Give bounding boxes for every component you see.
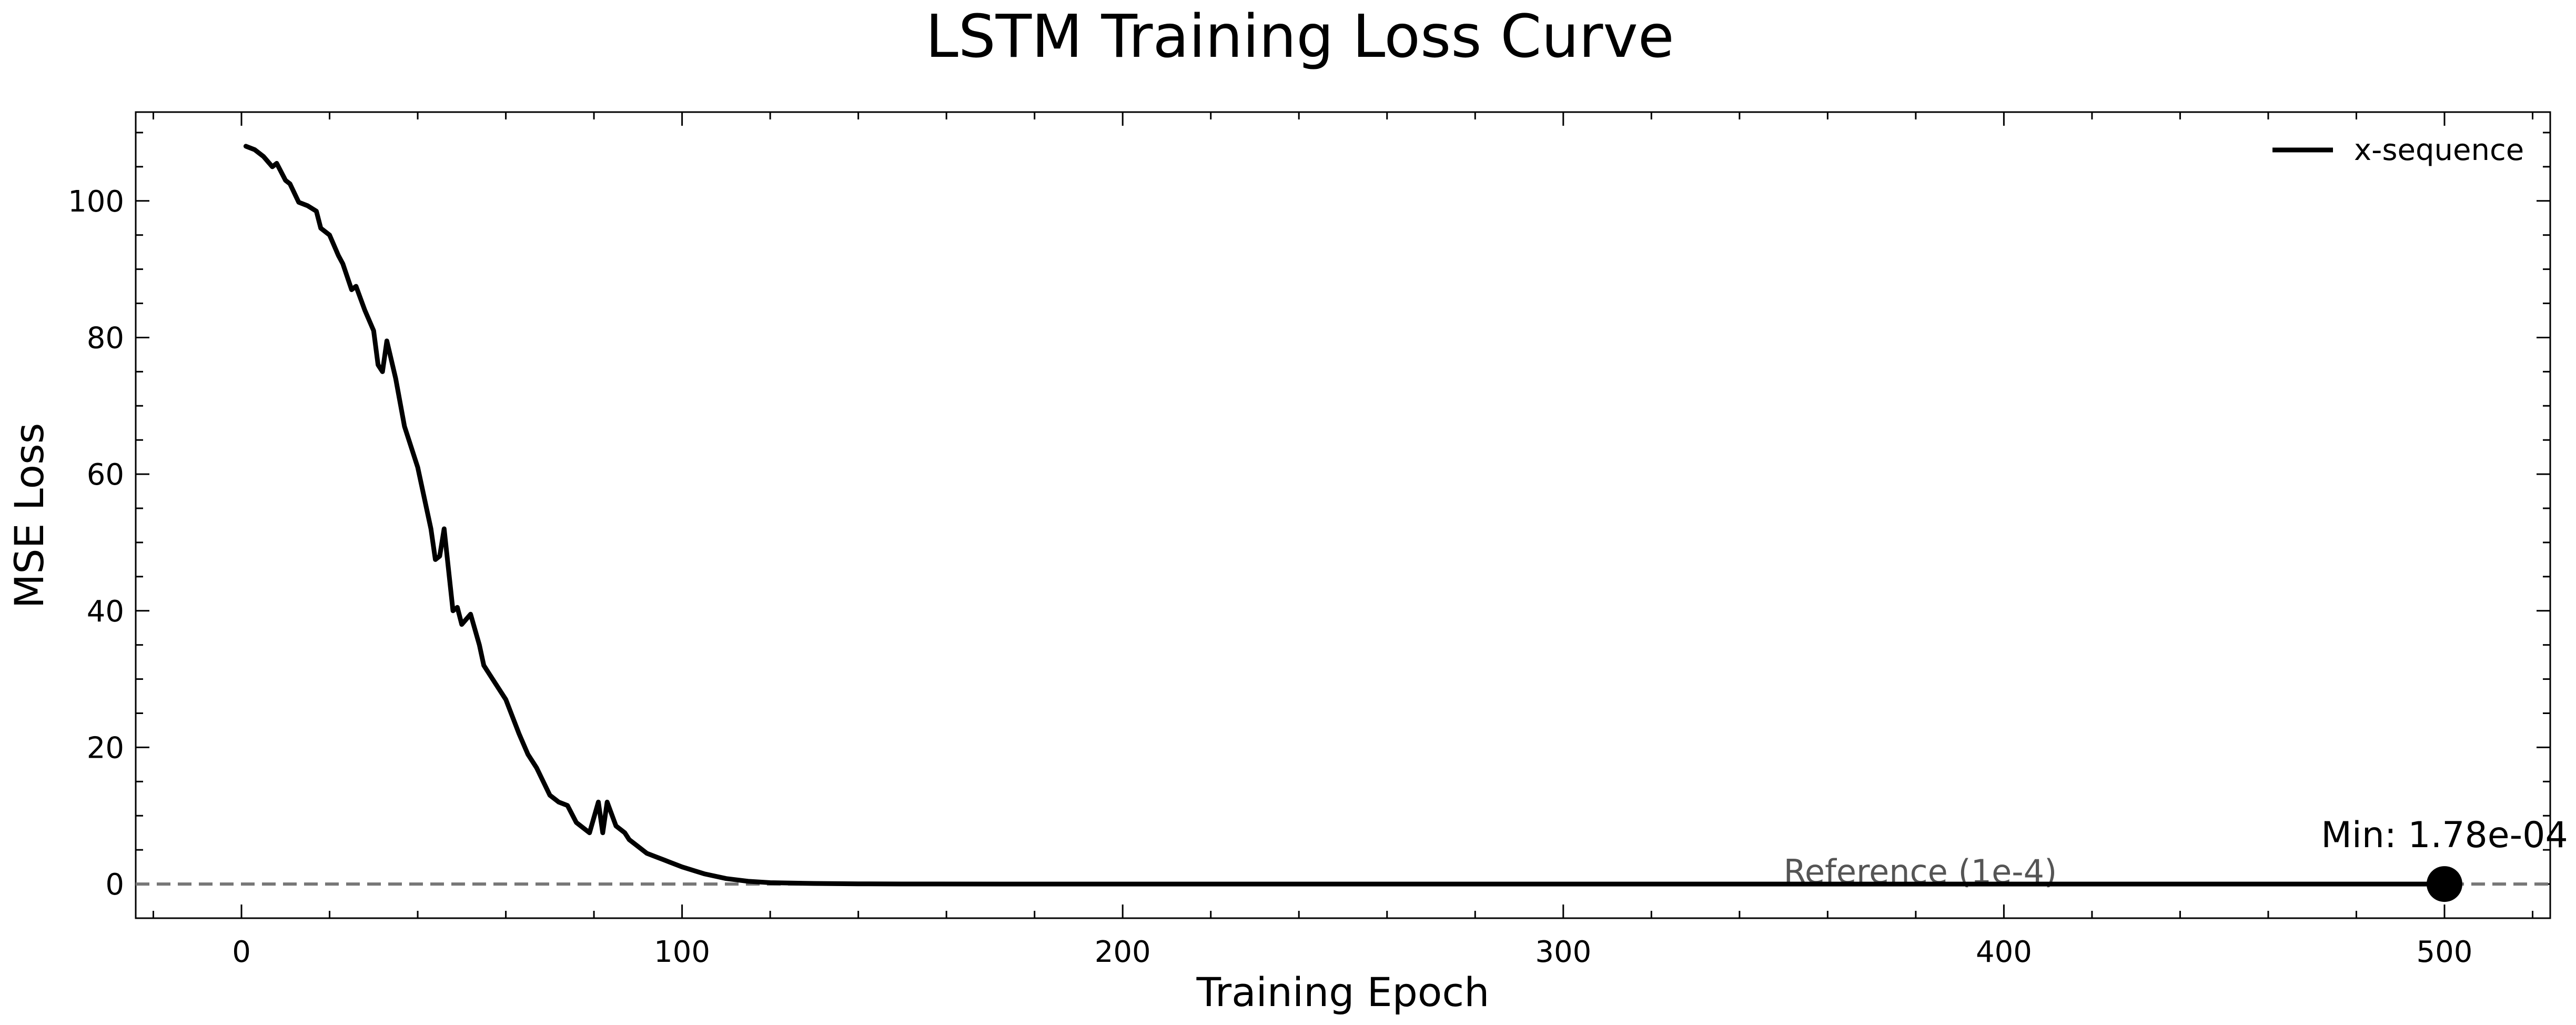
y-tick-label: 20 <box>87 731 124 765</box>
y-tick-label: 80 <box>87 321 124 355</box>
y-tick-label: 40 <box>87 595 124 629</box>
min-marker <box>2426 866 2462 902</box>
min-annotation: Min: 1.78e-04 <box>2321 815 2568 856</box>
plot-frame <box>135 111 2551 919</box>
x-tick-label: 300 <box>1535 935 1591 969</box>
chart-title: LSTM Training Loss Curve <box>925 3 1674 71</box>
x-tick-label: 200 <box>1095 935 1151 969</box>
series-line-x-sequence <box>243 144 2447 887</box>
y-axis-label: MSE Loss <box>6 423 53 609</box>
y-tick-label: 100 <box>68 185 124 219</box>
y-tick-label: 60 <box>87 458 124 492</box>
x-tick-label: 100 <box>654 935 710 969</box>
x-tick-label: 500 <box>2417 935 2473 969</box>
x-tick-label: 400 <box>1976 935 2032 969</box>
legend-label: x-sequence <box>2354 133 2524 167</box>
y-tick-label: 0 <box>105 868 124 902</box>
x-axis-label: Training Epoch <box>1196 969 1490 1016</box>
x-tick-label: 0 <box>232 935 251 969</box>
